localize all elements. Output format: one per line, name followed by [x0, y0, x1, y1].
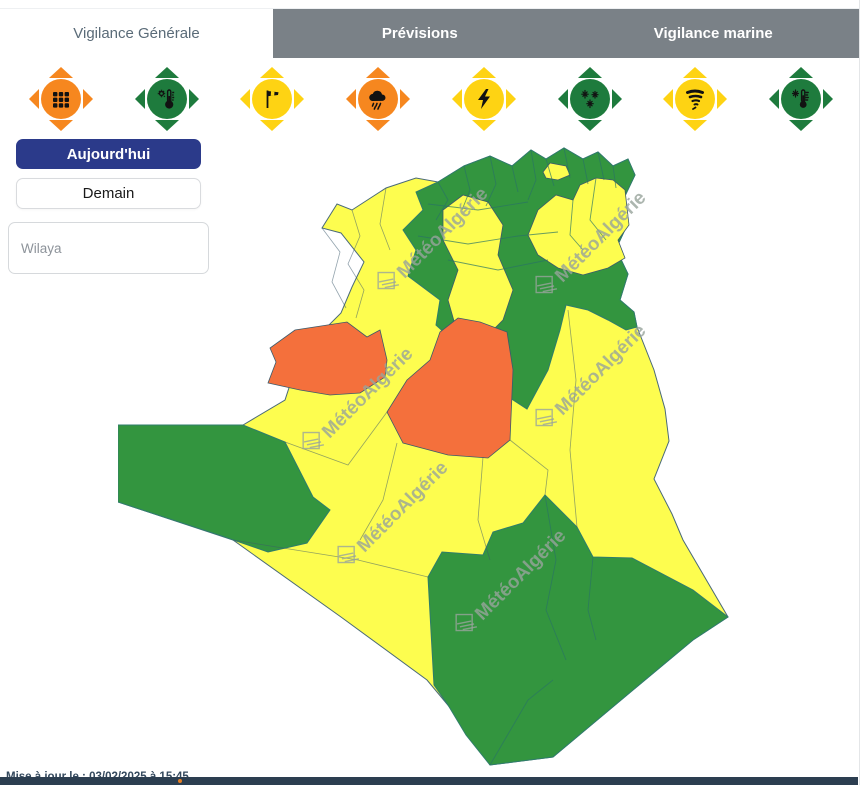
arrow-right-icon — [188, 89, 199, 109]
arrow-up-icon — [471, 67, 496, 78]
algeria-vigilance-map[interactable]: MétéoAlgérie MétéoAlgérie MétéoAlgérie M… — [117, 140, 862, 780]
arrow-up-icon — [683, 67, 708, 78]
map-region-orange-center[interactable] — [386, 317, 514, 459]
arrow-right-icon — [717, 89, 728, 109]
arrow-left-icon — [346, 89, 357, 109]
tomorrow-button[interactable]: Demain — [16, 178, 201, 209]
arrow-up-icon — [48, 67, 73, 78]
hail-icon[interactable] — [28, 67, 93, 131]
arrow-down-icon — [260, 120, 285, 131]
arrow-right-icon — [611, 89, 622, 109]
tab-bar: Vigilance Générale Prévisions Vigilance … — [0, 8, 860, 58]
arrow-down-icon — [48, 120, 73, 131]
footer-bar — [0, 777, 858, 785]
panel-right-border — [859, 0, 860, 785]
arrow-up-icon — [154, 67, 179, 78]
arrow-up-icon — [789, 67, 814, 78]
map-region-green-west[interactable] — [117, 424, 331, 553]
arrow-down-icon — [789, 120, 814, 131]
map-region-orange-west[interactable] — [267, 321, 388, 396]
snow-icon[interactable] — [557, 67, 622, 131]
arrow-up-icon — [577, 67, 602, 78]
arrow-left-icon — [451, 89, 462, 109]
heat-icon[interactable] — [134, 67, 199, 131]
wind-icon[interactable] — [240, 67, 305, 131]
cold-icon[interactable] — [769, 67, 834, 131]
arrow-down-icon — [683, 120, 708, 131]
map-region-yellow-northeast[interactable] — [527, 177, 630, 276]
arrow-right-icon — [505, 89, 516, 109]
arrow-right-icon — [400, 89, 411, 109]
hazard-icon-row — [8, 64, 854, 134]
arrow-left-icon — [240, 89, 251, 109]
wilaya-search-input[interactable] — [8, 222, 209, 274]
arrow-right-icon — [294, 89, 305, 109]
arrow-up-icon — [366, 67, 391, 78]
arrow-left-icon — [134, 89, 145, 109]
rain-icon[interactable] — [346, 67, 411, 131]
thunderstorm-icon[interactable] — [451, 67, 516, 131]
arrow-right-icon — [82, 89, 93, 109]
arrow-down-icon — [154, 120, 179, 131]
arrow-down-icon — [471, 120, 496, 131]
map-region-yellow-coastal[interactable] — [542, 162, 571, 181]
tab-previsions[interactable]: Prévisions — [273, 9, 567, 58]
arrow-left-icon — [663, 89, 674, 109]
arrow-left-icon — [28, 89, 39, 109]
tab-vigilance-marine[interactable]: Vigilance marine — [566, 9, 860, 58]
arrow-up-icon — [260, 67, 285, 78]
arrow-left-icon — [769, 89, 780, 109]
arrow-down-icon — [577, 120, 602, 131]
arrow-left-icon — [557, 89, 568, 109]
arrow-right-icon — [823, 89, 834, 109]
arrow-down-icon — [366, 120, 391, 131]
tab-vigilance-generale[interactable]: Vigilance Générale — [0, 9, 273, 58]
today-button[interactable]: Aujourd'hui — [16, 139, 201, 169]
sandstorm-icon[interactable] — [663, 67, 728, 131]
footer-logo-dot — [178, 779, 182, 783]
